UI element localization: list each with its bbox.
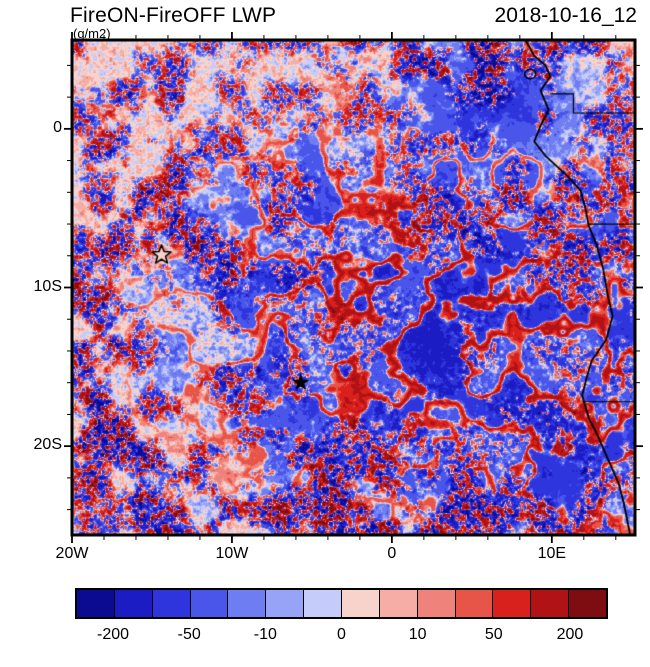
colorbar-segment [304,590,343,617]
x-tick-label: 20W [55,545,89,562]
plot-title: FireON-FireOFF LWP [70,4,277,27]
colorbar-segment [266,590,305,617]
colorbar-tick-label: 50 [484,626,503,643]
y-tick-label: 10S [33,277,62,295]
x-tick-label: 10W [215,545,249,562]
colorbar-segment [228,590,267,617]
plot-timestamp: 2018-10-16_12 [494,4,637,27]
colorbar-tick-label: 200 [556,626,584,643]
colorbar [75,588,608,619]
x-tick-label: 10E [537,545,567,562]
colorbar-segment [455,590,494,617]
colorbar-segment [569,590,607,617]
plot-units-label: (g/m2) [73,26,111,41]
colorbar-segment [531,590,570,617]
colorbar-segment [342,590,380,617]
colorbar-tick-label: -50 [177,626,201,643]
colorbar-tick-label: 0 [337,626,346,643]
colorbar-tick-label: 10 [408,626,427,643]
map-field-canvas [72,40,635,535]
y-tick-label: 0 [53,118,62,136]
colorbar-segment [152,590,191,617]
colorbar-segment [190,590,229,617]
colorbar-segment [77,590,115,617]
y-tick-label: 20S [33,436,62,454]
colorbar-segment [493,590,532,617]
x-tick-label: 0 [387,545,397,562]
colorbar-segment [114,590,153,617]
colorbar-tick-label: -200 [97,626,130,643]
colorbar-segment [417,590,456,617]
colorbar-segment [379,590,418,617]
colorbar-tick-label: -10 [253,626,277,643]
